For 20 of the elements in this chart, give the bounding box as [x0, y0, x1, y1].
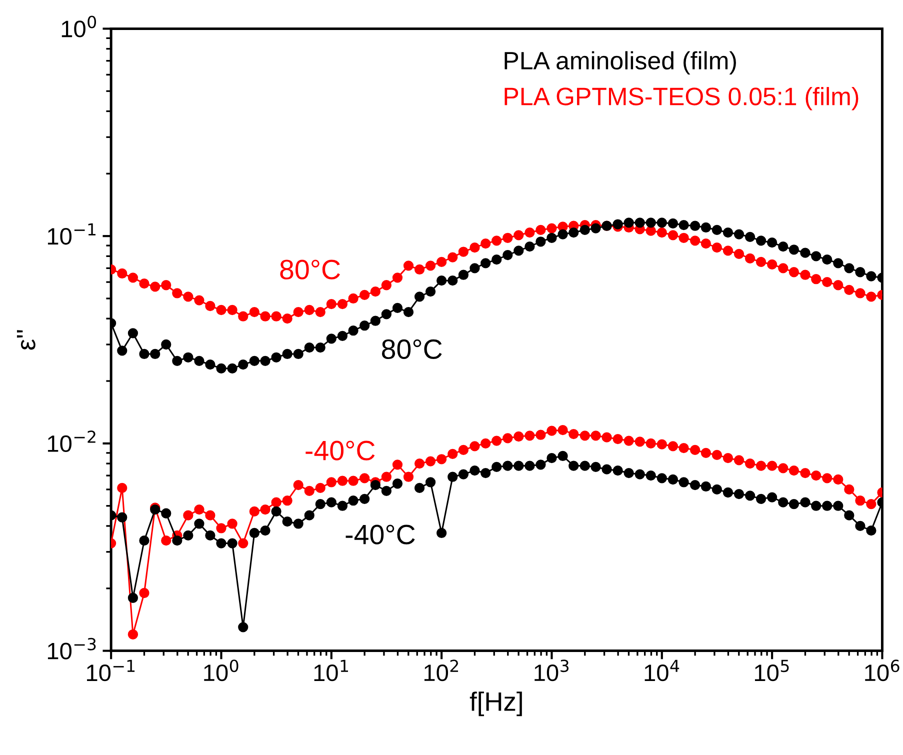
annotation: 80°C: [280, 260, 340, 280]
text: PLA aminolised (film): [504, 51, 736, 74]
annotation: -40°C: [346, 524, 415, 544]
y-axis-title: ε'': [16, 330, 36, 350]
x-tick-label: 10$^{0}$: [204, 660, 238, 682]
x-tick-label: 10$^{2}$: [424, 660, 458, 682]
y-tick-label: 10$^{0}$: [62, 16, 96, 38]
text: PLA GPTMS-TEOS 0.05:1 (film): [504, 86, 858, 110]
y-tick-label: 10$^{−1}$: [48, 223, 96, 245]
y-tick-label: 10$^{−2}$: [48, 430, 96, 452]
annotation: 80°C: [382, 339, 442, 360]
x-tick-label: 10$^{1}$: [314, 660, 348, 682]
x-tick-label: 10$^{−1}$: [87, 660, 135, 682]
x-tick-label: 10$^{3}$: [534, 660, 569, 682]
x-tick-label: 10$^{4}$: [644, 660, 680, 682]
x-tick-label: 10$^{6}$: [865, 660, 900, 682]
y-tick-label: 10$^{−3}$: [48, 638, 96, 660]
x-axis-title: f[Hz]: [470, 692, 522, 716]
x-tick-label: 10$^{5}$: [754, 660, 789, 682]
annotation: -40°C: [306, 440, 375, 460]
